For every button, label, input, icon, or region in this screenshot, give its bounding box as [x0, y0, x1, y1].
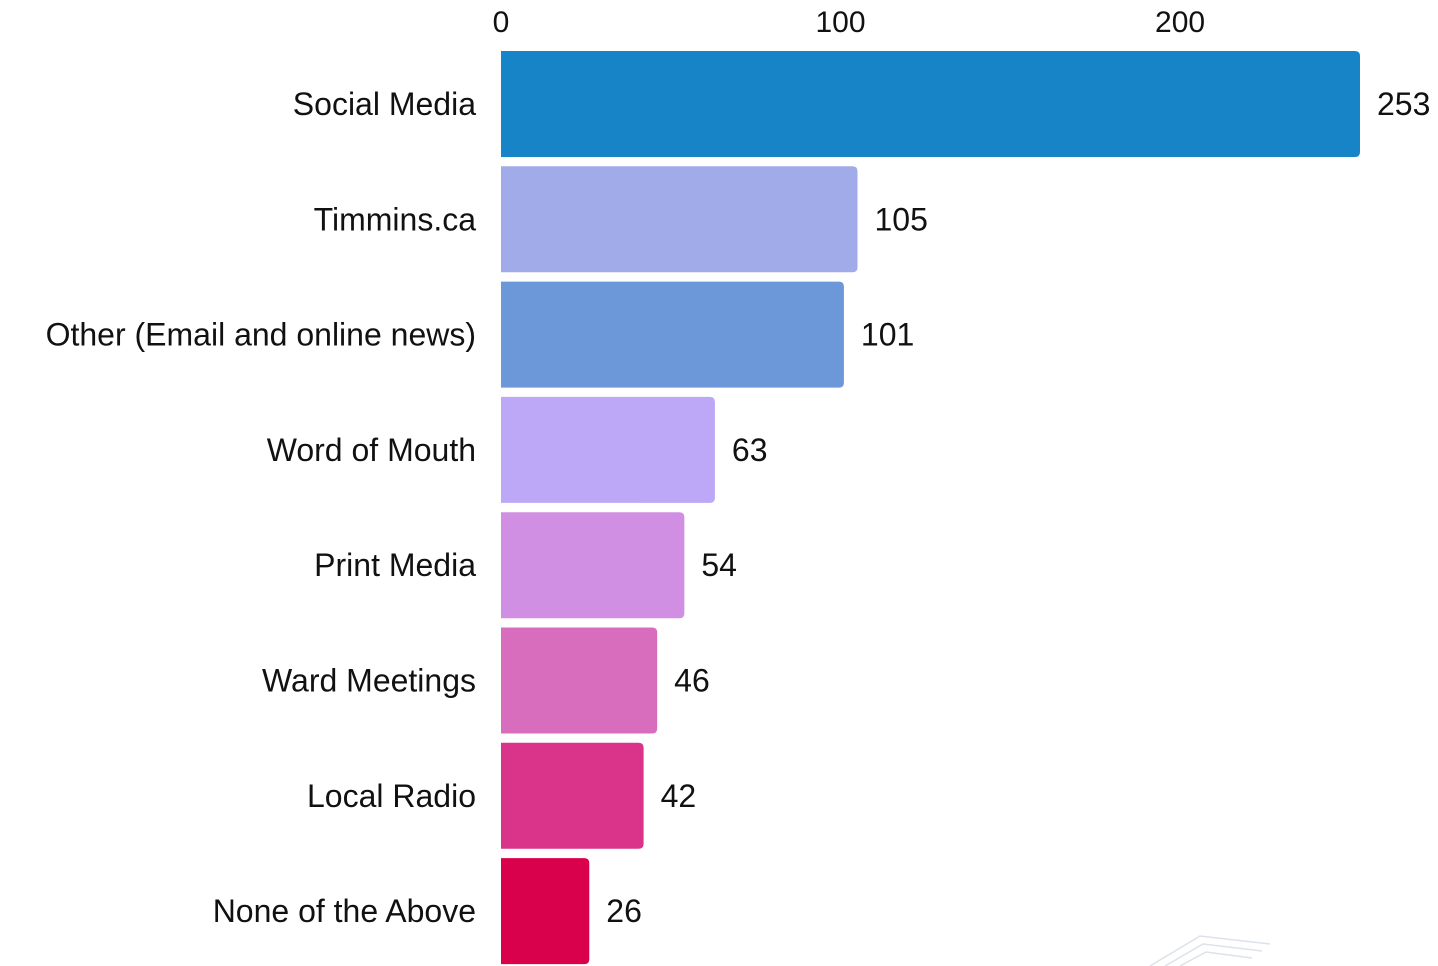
value-label: 105 — [875, 201, 928, 237]
bar — [501, 281, 844, 388]
category-label: None of the Above — [213, 893, 476, 929]
value-labels: 253 105 101 63 54 46 42 26 — [606, 86, 1430, 929]
category-label: Ward Meetings — [262, 663, 476, 699]
category-label: Print Media — [314, 547, 476, 583]
value-label: 42 — [661, 778, 697, 814]
value-label: 26 — [606, 893, 642, 929]
x-tick-label: 0 — [493, 6, 510, 39]
x-axis-ticks: 0 100 200 — [493, 6, 1205, 39]
value-label: 54 — [701, 547, 737, 583]
category-label: Timmins.ca — [314, 201, 477, 237]
bars — [501, 51, 1360, 965]
value-label: 253 — [1377, 86, 1430, 122]
category-label: Social Media — [293, 86, 476, 122]
value-label: 63 — [732, 432, 768, 468]
x-tick-label: 100 — [815, 6, 865, 39]
category-label: Local Radio — [307, 778, 476, 814]
category-label: Other (Email and online news) — [46, 317, 476, 353]
bar — [501, 858, 590, 965]
category-label: Word of Mouth — [267, 432, 476, 468]
bar — [501, 742, 644, 849]
value-label: 101 — [861, 317, 914, 353]
bar — [501, 51, 1360, 157]
bar — [501, 396, 715, 503]
x-tick-label: 200 — [1155, 6, 1205, 39]
bar — [501, 166, 858, 273]
value-label: 46 — [674, 663, 710, 699]
bar — [501, 627, 658, 734]
category-labels: Social Media Timmins.ca Other (Email and o… — [46, 86, 477, 929]
watermark-decoration — [1149, 935, 1271, 966]
bar — [501, 512, 685, 619]
